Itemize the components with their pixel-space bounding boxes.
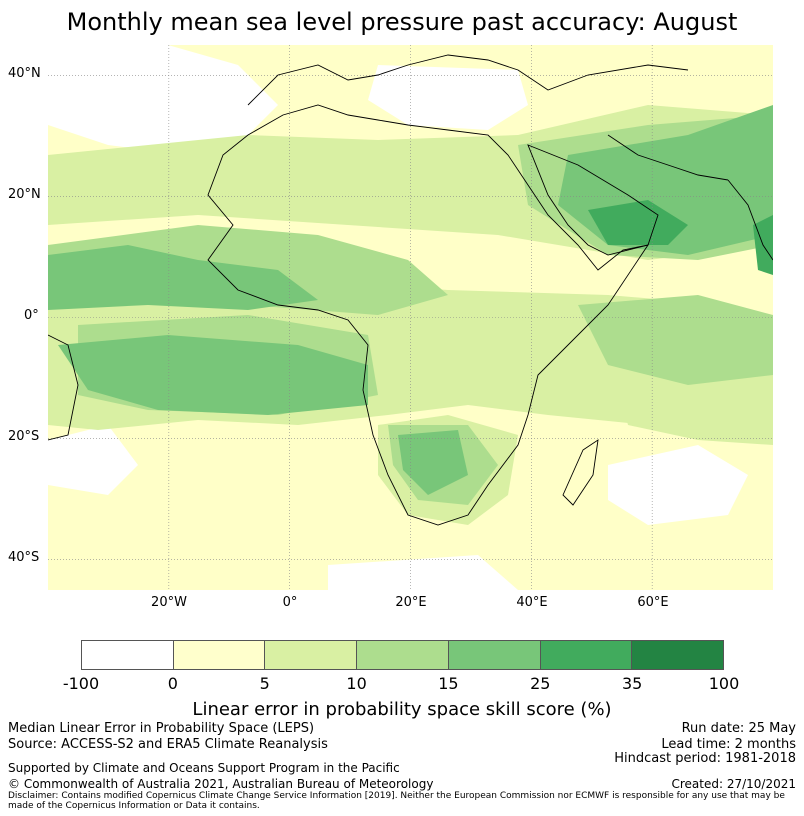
lat-label-20s: 20°S [8,429,40,444]
skill-band-mid-indian [578,295,773,385]
coastline-europe [247,54,689,106]
colorbar-tick-label: -100 [62,674,100,693]
low-skill-patch-indian-ocean [608,445,748,525]
lon-label-60e: 60°E [637,595,669,610]
colorbar-segment [173,641,266,669]
footer-lead-time: Lead time: 2 months [661,737,796,752]
low-skill-patch-mediterranean [368,65,528,130]
colorbar-tick-label: 5 [259,674,270,693]
colorbar-tick-label: 15 [438,674,459,693]
footer-disclaimer: Disclaimer: Contains modified Copernicus… [8,791,785,811]
skill-band-top-arabian-sea [588,200,688,245]
coastline-persian-gulf [607,134,729,181]
footer-support: Supported by Climate and Oceans Support … [8,761,400,775]
skill-band-high-southern-africa [398,430,468,495]
colorbar-tick-label: 0 [167,674,178,693]
colorbar-tick-label: 10 [346,674,367,693]
footer-run-date: Run date: 25 May [681,721,796,736]
map-canvas [48,45,773,590]
low-skill-patch-south-atlantic [48,425,138,495]
graticule [48,45,773,590]
skill-regions [48,45,773,590]
colorbar-segment [540,641,633,669]
coastline-arabia [527,144,659,256]
lon-label-40e: 40°E [516,595,548,610]
coastline-south-america [48,334,79,441]
low-skill-patch-north-atlantic [48,45,278,155]
skill-band-high-atlantic [58,335,368,415]
lon-label-20w: 20°W [151,595,187,610]
colorbar-segment [265,641,358,669]
colorbar-segment [357,641,449,669]
coastline-africa [207,104,649,526]
skill-map[interactable] [48,45,773,590]
colorbar-segment [448,641,541,669]
footer-method: Median Linear Error in Probability Space… [8,721,315,736]
lon-label-0: 0° [282,595,298,610]
colorbar-tick-label: 100 [708,674,740,693]
footer-created: Created: 27/10/2021 [671,777,796,791]
footer-hindcast: Hindcast period: 1981-2018 [614,751,796,766]
lon-label-20e: 20°E [395,595,427,610]
footer-source: Source: ACCESS-S2 and ERA5 Climate Reana… [8,737,328,752]
colorbar-label: Linear error in probability space skill … [192,699,612,720]
colorbar-segment [82,641,174,669]
colorbar-tick-label: 25 [530,674,551,693]
colorbar-segment [632,641,724,669]
map-title: Monthly mean sea level pressure past acc… [66,8,738,36]
colorbar [81,640,724,670]
coastline-madagascar [562,439,599,506]
lat-label-equator: 0° [24,308,39,323]
low-skill-patch-southern [328,555,518,590]
colorbar-tick-label: 35 [621,674,643,693]
lat-label-20n: 20°N [8,187,41,202]
coastline-india [727,179,773,261]
coastline [48,54,773,526]
lat-label-40n: 40°N [8,66,41,81]
footer-copyright: © Commonwealth of Australia 2021, Austra… [8,777,434,791]
lat-label-40s: 40°S [8,550,40,565]
skill-band-high-sahel [48,245,318,310]
